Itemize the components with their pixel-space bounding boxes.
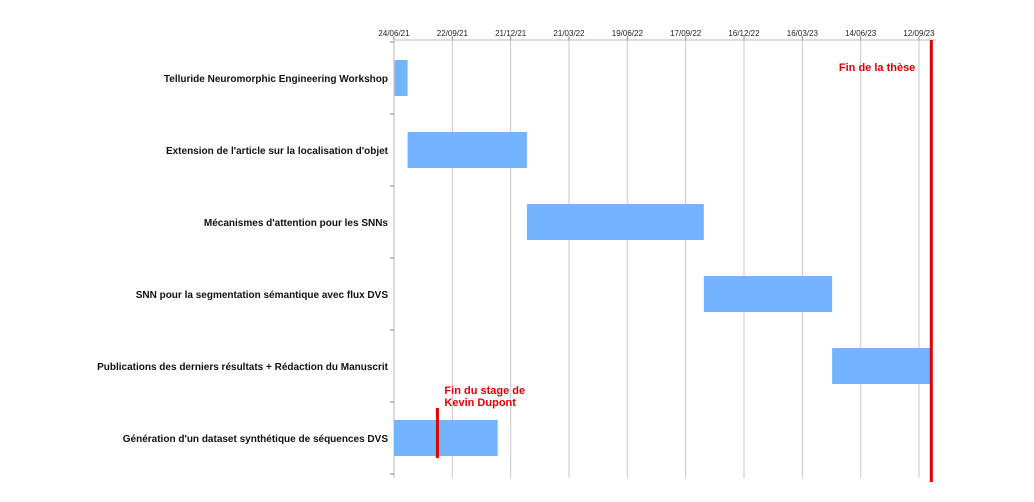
x-tick-label: 16/03/23	[787, 29, 819, 38]
milestone-label: Kevin Dupont	[444, 397, 516, 409]
task-bar	[832, 348, 931, 384]
task-bar	[526, 204, 704, 240]
x-tick-label: 22/09/21	[437, 29, 469, 38]
milestone-label: Fin du stage de	[444, 385, 525, 397]
task-bar	[394, 420, 498, 456]
task-label: SNN pour la segmentation sémantique avec…	[136, 290, 389, 301]
x-axis: 24/06/21 22/09/21 21/12/21 21/03/22 19/06/22…	[378, 29, 936, 478]
x-tick-label: 24/06/21	[378, 29, 410, 38]
grid-lines	[393, 40, 920, 478]
x-tick-label: 14/06/23	[845, 29, 877, 38]
x-tick-label: 19/06/22	[612, 29, 644, 38]
x-tick-label: 21/03/22	[553, 29, 585, 38]
x-tick-label: 16/12/22	[728, 29, 760, 38]
x-tick-label: 12/09/23	[903, 29, 935, 38]
task-label: Publications des derniers résultats + Ré…	[97, 362, 389, 373]
x-tick-label: 17/09/22	[670, 29, 702, 38]
task-labels: Telluride Neuromorphic Engineering Works…	[97, 74, 389, 445]
task-bar	[407, 132, 527, 168]
task-bar	[394, 60, 408, 96]
task-label: Génération d'un dataset synthétique de s…	[123, 434, 389, 445]
task-label: Mécanismes d'attention pour les SNNs	[204, 218, 389, 229]
task-label: Telluride Neuromorphic Engineering Works…	[164, 74, 388, 85]
task-label: Extension de l'article sur la localisati…	[166, 146, 389, 157]
task-bars	[394, 60, 931, 456]
x-tick-label: 21/12/21	[495, 29, 527, 38]
milestone-label: Fin de la thèse	[839, 62, 915, 74]
task-bar	[703, 276, 833, 312]
